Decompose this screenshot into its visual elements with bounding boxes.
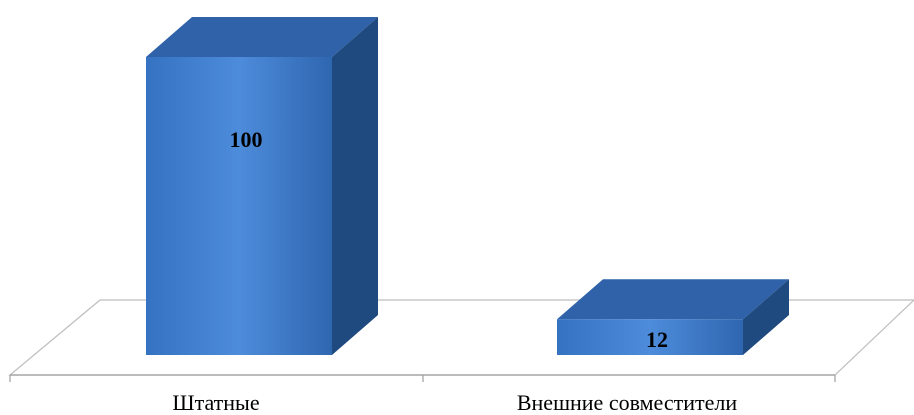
data-label: 100 xyxy=(230,127,263,152)
data-label: 12 xyxy=(646,327,668,352)
bar-side-face xyxy=(332,17,378,355)
chart-floor xyxy=(8,299,914,382)
bar-side-face xyxy=(743,279,789,355)
bar-2: 12 xyxy=(557,279,789,355)
bar-top-face xyxy=(146,17,378,57)
bar-front-face xyxy=(557,319,743,355)
bar-1: 100 xyxy=(146,17,378,355)
category-label: Внешние совместители xyxy=(517,390,737,415)
bar-front-face xyxy=(146,57,332,355)
bars-layer: 100 12 xyxy=(146,17,789,355)
bar-top-face xyxy=(557,279,789,320)
category-label: Штатные xyxy=(172,390,259,415)
